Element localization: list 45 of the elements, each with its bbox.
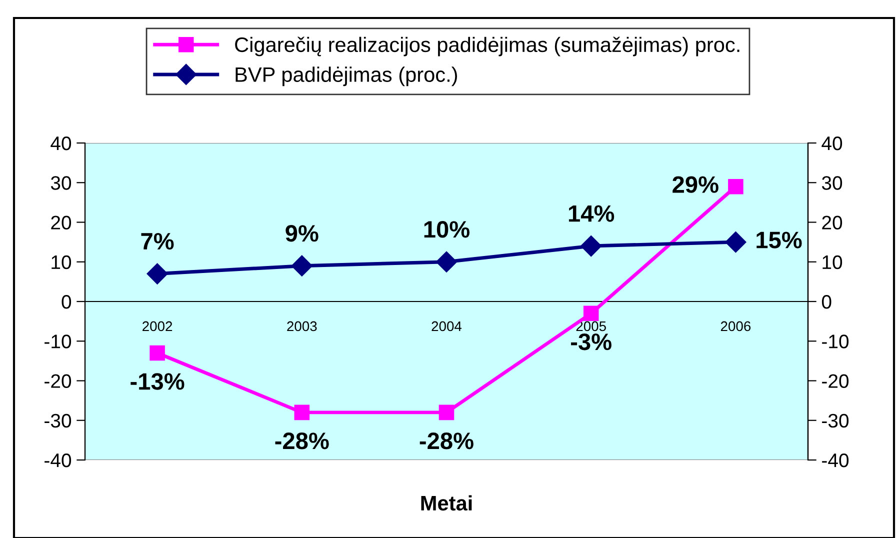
- y-tick-label: 40: [50, 136, 72, 150]
- y-tick-label: 20: [51, 216, 72, 230]
- y-tick-label: -30: [44, 414, 72, 428]
- data-label: 9%: [286, 225, 318, 242]
- y2-tick-label: -10: [822, 334, 849, 348]
- point: [438, 404, 454, 420]
- legend-label: Cigarečių realizacijos padidėjimas (sumažėjimas) proc.: [235, 36, 740, 56]
- x-tick-label: 2003: [287, 321, 317, 332]
- y-tick-label: -20: [44, 374, 72, 388]
- y-tick-label: -10: [44, 334, 72, 348]
- legend-label: BVP padidėjimas (proc.): [236, 66, 458, 86]
- data-label: -28%: [420, 432, 474, 450]
- y2-tick-label: 30: [822, 176, 842, 190]
- y-tick-label: 30: [50, 176, 72, 190]
- point: [294, 404, 310, 420]
- point: [291, 255, 312, 276]
- data-label: 10%: [424, 221, 470, 238]
- y-tick-label: -40: [44, 453, 72, 468]
- point: [150, 345, 165, 361]
- data-label: 14%: [568, 205, 614, 222]
- data-label: -3%: [571, 333, 612, 350]
- y2-tick-label: -40: [822, 453, 849, 468]
- data-label: 15%: [756, 232, 802, 248]
- x-tick-label: 2004: [432, 321, 462, 332]
- point: [725, 232, 746, 253]
- y2-tick-label: -30: [822, 414, 849, 428]
- point: [436, 251, 458, 272]
- point: [580, 236, 602, 257]
- y-tick-label: 10: [52, 255, 72, 270]
- data-label: 7%: [141, 232, 174, 250]
- y2-tick-label: 40: [822, 136, 842, 150]
- y2-tick-label: -20: [822, 374, 849, 388]
- y2-tick-label: 10: [822, 255, 842, 270]
- x-tick-label: 2002: [142, 321, 172, 332]
- data-label: -13%: [130, 373, 184, 390]
- point: [728, 178, 744, 194]
- x-axis-title: Metai: [421, 495, 472, 511]
- data-label: -28%: [275, 432, 329, 450]
- y2-tick-label: 0: [822, 294, 832, 309]
- point: [146, 263, 168, 284]
- y2-tick-label: 20: [822, 216, 842, 230]
- y-tick-label: 0: [62, 294, 72, 309]
- x-tick-label: 2006: [720, 321, 751, 332]
- point: [583, 306, 599, 322]
- data-label: 29%: [672, 176, 718, 193]
